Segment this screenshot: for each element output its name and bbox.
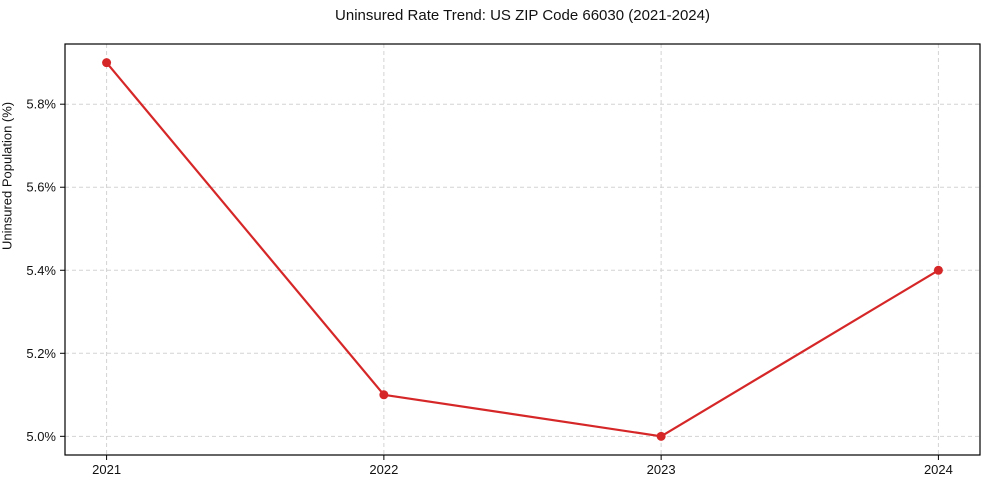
y-axis-label-text: Uninsured Population (%) <box>0 101 15 250</box>
x-tick-label-2024: 2024 <box>924 462 953 477</box>
y-tick-label-5.8%: 5.8% <box>26 97 56 112</box>
data-point-2022 <box>379 390 389 400</box>
x-tick-label-2022: 2022 <box>369 462 398 477</box>
chart-title: Uninsured Rate Trend: US ZIP Code 66030 … <box>335 7 710 24</box>
plot-border <box>64 43 981 456</box>
x-tick-label-2021: 2021 <box>92 462 121 477</box>
y-tick-label-5.4%: 5.4% <box>26 263 56 278</box>
y-tick-label-5.2%: 5.2% <box>26 346 56 361</box>
y-tick-label-5.6%: 5.6% <box>26 180 56 195</box>
trend-line <box>105 61 940 438</box>
data-point-2021 <box>102 58 112 68</box>
data-point-2024 <box>933 265 943 275</box>
y-tick-label-5.0%: 5.0% <box>26 429 56 444</box>
x-tick-label-2023: 2023 <box>647 462 676 477</box>
data-point-2023 <box>656 431 666 441</box>
